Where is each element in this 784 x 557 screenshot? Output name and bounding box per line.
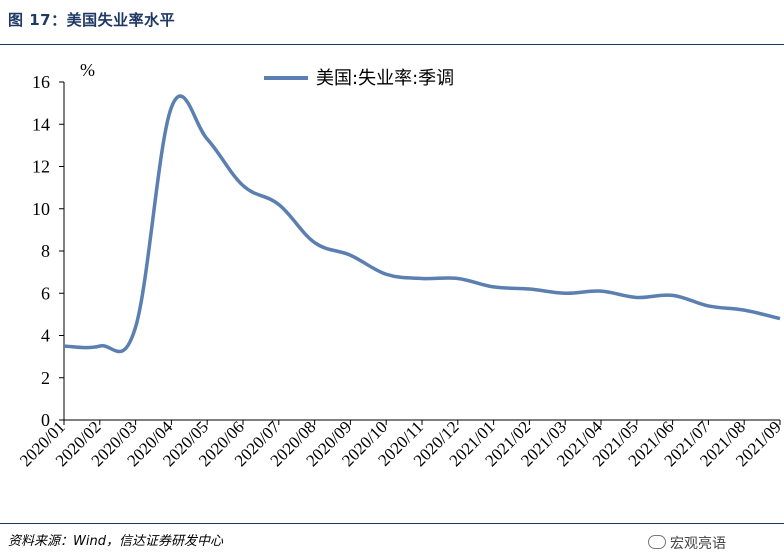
watermark-text: 宏观亮语 [670,536,726,552]
y-tick-label: 10 [32,199,50,219]
y-tick-label: 0 [41,410,50,430]
y-tick-label: 4 [41,326,50,346]
legend-label: 美国:失业率:季调 [316,68,454,89]
y-tick-label: 2 [41,368,50,388]
watermark: 宏观亮语 [648,533,726,553]
series-layer [63,94,781,354]
y-axis-ticks: 0 2 4 6 8 10 12 14 16 [32,72,64,430]
y-tick-label: 8 [41,241,50,261]
source-divider [0,523,784,524]
x-axis-ticks: 2020/012020/022020/032020/042020/052020/… [16,417,784,470]
y-tick-label: 12 [32,157,50,177]
y-axis-unit-label: % [80,60,95,80]
figure-title: 图 17：美国失业率水平 [8,11,176,29]
legend: 美国:失业率:季调 [264,68,454,89]
chart-axes [63,82,780,421]
y-tick-label: 6 [41,283,50,303]
wechat-icon [648,535,666,549]
source-note: 资料来源：Wind，信达证券研发中心 [8,534,223,549]
y-tick-label: 16 [32,72,50,92]
title-divider [0,44,784,45]
y-tick-label: 14 [32,114,50,134]
series-line-us-unemployment [63,94,781,354]
